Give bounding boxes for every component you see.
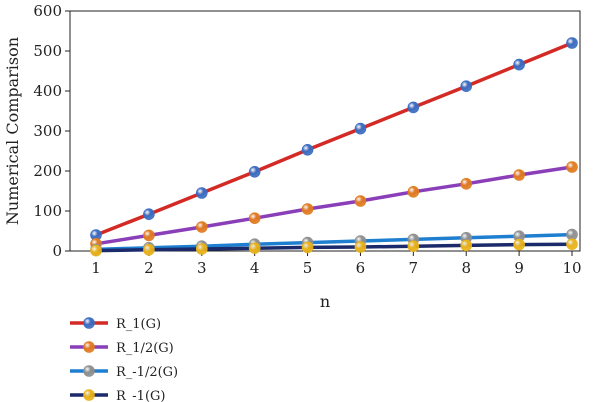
x-tick-label: 7 [409,259,419,277]
data-point [407,240,420,252]
y-tick-label: 500 [33,42,62,60]
legend-item: R_-1(G) [70,389,165,402]
series-line [95,165,573,246]
x-tick-label: 5 [303,259,313,277]
series-2 [90,161,578,250]
data-point [301,144,314,156]
x-tick-label: 10 [562,259,581,277]
x-tick-label: 9 [514,259,524,277]
data-point [248,212,261,224]
series-line [95,41,573,237]
legend-marker [83,365,95,377]
legend-marker [83,317,95,329]
legend-item: R_-1/2(G) [70,365,178,380]
legend: R_1(G) R_1/2(G) R_-1/2(G) R_-1(G) [70,317,178,402]
data-point [354,241,367,253]
data-point [90,244,102,257]
legend-label: R_1(G) [116,317,161,332]
data-point [301,203,314,215]
data-point [513,58,525,71]
data-point [195,187,208,199]
y-tick-label: 200 [33,162,62,180]
data-point [195,221,208,233]
data-point [407,186,420,198]
data-point [354,195,367,207]
data-point [566,37,578,49]
data-point [407,101,420,114]
data-point [143,244,155,256]
x-tick-label: 1 [91,259,101,277]
data-point [566,238,578,250]
x-tick-label: 6 [356,259,366,277]
data-point [143,229,155,242]
data-point [143,208,155,220]
data-point [513,238,525,251]
data-point [566,161,578,173]
legend-label: R_-1(G) [116,389,165,402]
data-point [195,243,208,255]
series-1 [90,37,578,241]
y-tick-label: 100 [33,202,62,220]
legend-label: R_-1/2(G) [116,365,178,380]
legend-label: R_1/2(G) [116,341,174,356]
series-4 [90,238,578,257]
y-axis-label: Numerical Comparison [3,37,22,225]
legend-marker [83,389,95,401]
x-tick-label: 2 [144,259,154,277]
legend-item: R_1(G) [70,317,161,332]
series-group [90,37,578,257]
y-tick-label: 300 [33,122,62,140]
legend-marker [83,341,95,353]
data-point [354,122,367,135]
data-point [460,178,473,190]
legend-item: R_1/2(G) [70,341,174,356]
data-point [248,166,261,178]
y-tick-label: 0 [52,242,62,260]
data-point [460,239,473,252]
data-point [513,169,525,181]
data-point [301,241,314,254]
data-point [248,242,261,254]
y-tick-label: 600 [33,2,62,20]
data-point [460,80,473,92]
x-tick-label: 8 [461,259,471,277]
y-tick-label: 400 [33,82,62,100]
x-axis-label: n [320,292,330,311]
x-tick-label: 4 [250,259,260,277]
series-line [95,232,573,252]
x-tick-label: 3 [197,259,207,277]
series-line [95,242,573,253]
